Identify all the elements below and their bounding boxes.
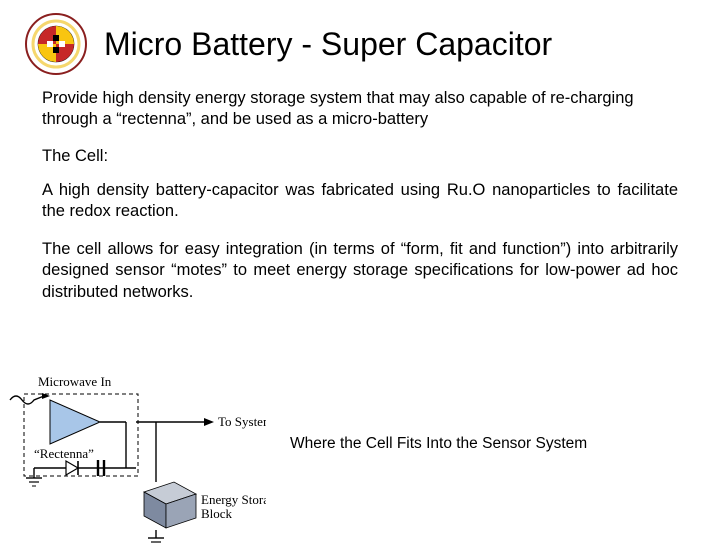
paragraph-1: A high density battery-capacitor was fab…	[42, 180, 678, 223]
intro-paragraph: Provide high density energy storage syst…	[42, 88, 678, 131]
paragraph-2: The cell allows for easy integration (in…	[42, 239, 678, 303]
label-microwave-in: Microwave In	[38, 374, 112, 389]
slide-header: Micro Battery - Super Capacitor	[24, 12, 696, 76]
label-to-system: To System	[218, 414, 266, 429]
slide-title: Micro Battery - Super Capacitor	[104, 26, 552, 63]
diagram-caption: Where the Cell Fits Into the Sensor Syst…	[290, 435, 587, 453]
circuit-diagram: Microwave In “Rectenna” To System	[6, 370, 266, 535]
label-energy-storage-2: Block	[201, 506, 233, 521]
label-energy-storage-1: Energy Storage	[201, 492, 266, 507]
label-rectenna: “Rectenna”	[34, 446, 94, 461]
umd-logo	[24, 12, 88, 76]
section-heading: The Cell:	[42, 147, 678, 166]
